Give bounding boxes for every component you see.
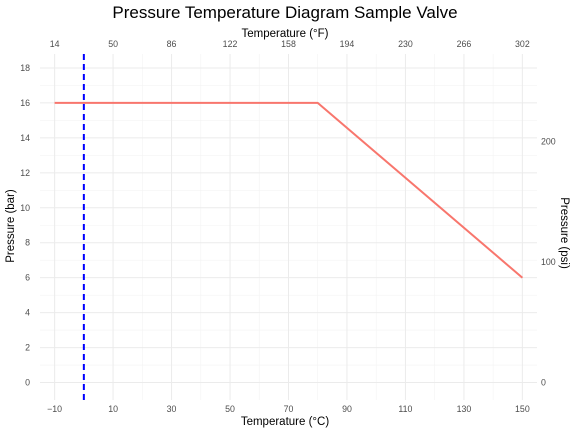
x-tick-label: 110: [398, 404, 412, 414]
top-x-tick-label: 122: [223, 39, 238, 49]
y-tick-label: 8: [25, 238, 30, 248]
x-tick-label: 90: [342, 404, 352, 414]
x-tick-label: 70: [284, 404, 294, 414]
x-tick-label: 50: [225, 404, 235, 414]
y-tick-label: 6: [25, 273, 30, 283]
top-x-tick-label: 266: [457, 39, 472, 49]
pressure-temperature-line: [54, 101, 524, 279]
top-x-tick-label: 194: [340, 39, 355, 49]
y-tick-label: 16: [20, 98, 30, 108]
y-tick-label: 18: [20, 63, 30, 73]
y-tick-label: 14: [20, 133, 30, 143]
right-y-tick-label: 100: [541, 257, 556, 267]
top-x-tick-label: 50: [108, 39, 118, 49]
x-tick-label: 10: [108, 404, 118, 414]
y-tick-label: 4: [25, 308, 30, 318]
chart-title: Pressure Temperature Diagram Sample Valv…: [112, 3, 457, 22]
y-axis-label: Pressure (bar): [5, 189, 17, 263]
y-tick-label: 10: [20, 203, 30, 213]
top-x-tick-label: 230: [398, 39, 413, 49]
top-x-tick-label: 14: [50, 39, 60, 49]
top-x-axis-label: Temperature (°F): [241, 28, 328, 40]
y-tick-label: 12: [20, 168, 30, 178]
right-y-tick-label: 200: [541, 137, 556, 147]
series-layer: [54, 101, 524, 279]
x-tick-label: 150: [515, 404, 530, 414]
right-y-axis-label: Pressure (psi): [558, 197, 570, 269]
x-tick-label: 30: [167, 404, 177, 414]
x-tick-label: −10: [47, 404, 62, 414]
tick-labels: −10 10 30 50 70 90 110 130 150 0 2 4 6 8 10 12 14 16 18 14 5…: [20, 39, 556, 414]
top-x-tick-label: 86: [167, 39, 177, 49]
right-y-tick-label: 0: [541, 378, 546, 388]
x-tick-label: 130: [457, 404, 472, 414]
y-tick-label: 2: [25, 343, 30, 353]
y-tick-label: 0: [25, 378, 30, 388]
x-axis-label: Temperature (°C): [241, 416, 329, 428]
top-x-tick-label: 158: [281, 39, 296, 49]
top-x-tick-label: 302: [515, 39, 530, 49]
